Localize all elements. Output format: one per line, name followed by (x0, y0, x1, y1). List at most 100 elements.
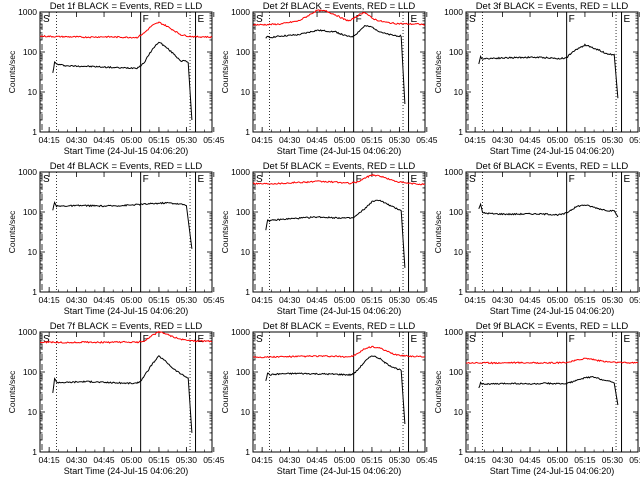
x-tick-label: 05:15 (361, 455, 383, 465)
x-tick-label: 05:15 (148, 135, 170, 145)
x-tick-label: 05:30 (389, 295, 411, 305)
chart-title: Det 7f BLACK = Events, RED = LLD (50, 321, 203, 332)
events-series-line (52, 41, 193, 121)
chart-panel-det-8: Det 8f BLACK = Events, RED = LLD 1 10 100 10… (220, 321, 438, 476)
plot-frame (465, 11, 639, 133)
x-axis-label: Start Time (24-Jul-15 04:06:20) (490, 146, 615, 156)
lld-series-line (252, 9, 426, 26)
chart-panel-det-4: Det 4f BLACK = Events, RED = LLD 1 10 100 10… (7, 161, 225, 316)
chart-panel-det-3: Det 3f BLACK = Events, RED = LLD 1 10 100 10… (433, 1, 640, 156)
x-tick-label: 04:45 (519, 455, 541, 465)
x-tick-label: 04:15 (39, 135, 61, 145)
x-tick-label: 04:15 (252, 295, 274, 305)
events-series-line (478, 43, 619, 99)
y-tick-label: 100 (449, 207, 463, 217)
y-tick-label: 1 (458, 287, 463, 297)
y-tick-label: 10 (454, 87, 464, 97)
y-tick-label: 10 (241, 247, 251, 257)
y-tick-label: 10 (454, 407, 464, 417)
x-tick-label: 05:00 (334, 295, 356, 305)
x-tick-label: 05:45 (203, 135, 225, 145)
chart-title: Det 3f BLACK = Events, RED = LLD (476, 1, 629, 12)
x-tick-label: 05:00 (547, 455, 569, 465)
x-tick-label: 04:30 (492, 295, 514, 305)
events-series-line (265, 199, 406, 268)
y-tick-label: 100 (236, 367, 250, 377)
x-axis-label: Start Time (24-Jul-15 04:06:20) (490, 466, 615, 476)
x-tick-label: 05:15 (361, 135, 383, 145)
lld-series-line (39, 330, 213, 344)
chart-title: Det 9f BLACK = Events, RED = LLD (476, 321, 629, 332)
chart-panel-det-1: Det 1f BLACK = Events, RED = LLD 1 10 100 10… (7, 1, 225, 156)
y-tick-label: 1000 (231, 327, 250, 337)
marker-e: E (198, 14, 205, 25)
x-tick-label: 04:30 (492, 135, 514, 145)
x-tick-label: 05:15 (148, 295, 170, 305)
y-tick-label: 100 (449, 47, 463, 57)
x-tick-label: 04:30 (279, 455, 301, 465)
x-axis-label: Start Time (24-Jul-15 04:06:20) (64, 306, 189, 316)
x-tick-label: 05:45 (416, 455, 438, 465)
y-tick-label: 100 (23, 47, 37, 57)
x-tick-label: 05:30 (389, 455, 411, 465)
x-tick-label: 04:15 (39, 295, 61, 305)
chart-panel-det-9: Det 9f BLACK = Events, RED = LLD 1 10 100 10… (433, 321, 640, 476)
x-tick-label: 05:30 (602, 295, 624, 305)
events-series-line (52, 355, 193, 433)
x-axis-label: Start Time (24-Jul-15 04:06:20) (64, 466, 189, 476)
marker-s: S (256, 174, 263, 185)
x-tick-label: 05:00 (121, 455, 143, 465)
marker-s: S (43, 334, 50, 345)
marker-s: S (43, 174, 50, 185)
x-tick-label: 04:45 (306, 135, 328, 145)
x-axis-label: Start Time (24-Jul-15 04:06:20) (277, 466, 402, 476)
x-tick-label: 04:15 (252, 135, 274, 145)
y-tick-label: 1000 (444, 7, 463, 17)
y-tick-label: 10 (454, 247, 464, 257)
y-tick-label: 1 (245, 287, 250, 297)
x-tick-label: 04:45 (306, 295, 328, 305)
y-tick-label: 100 (449, 367, 463, 377)
x-tick-label: 05:30 (389, 135, 411, 145)
y-tick-label: 1000 (231, 7, 250, 17)
y-tick-label: 100 (236, 47, 250, 57)
y-tick-label: 1000 (231, 167, 250, 177)
y-axis-label: Counts/sec (433, 370, 443, 413)
x-tick-label: 05:00 (334, 455, 356, 465)
plot-frame (252, 171, 426, 293)
marker-s: S (469, 14, 476, 25)
marker-e: E (624, 14, 631, 25)
x-tick-label: 05:45 (629, 295, 640, 305)
x-tick-label: 04:45 (93, 295, 115, 305)
y-tick-label: 100 (23, 207, 37, 217)
lld-series-line (39, 21, 213, 39)
marker-e: E (411, 14, 418, 25)
marker-f: F (143, 174, 149, 185)
y-tick-label: 10 (28, 247, 38, 257)
y-tick-label: 100 (23, 367, 37, 377)
x-tick-label: 05:30 (602, 135, 624, 145)
events-series-line (265, 25, 406, 105)
y-tick-label: 1 (32, 287, 37, 297)
marker-f: F (143, 334, 149, 345)
plot-frame (465, 331, 639, 453)
plot-frame (39, 331, 213, 453)
plot-frame (252, 331, 426, 453)
marker-f: F (569, 334, 575, 345)
x-tick-label: 04:45 (306, 455, 328, 465)
y-tick-label: 1000 (18, 7, 37, 17)
x-tick-label: 05:30 (176, 295, 198, 305)
x-axis-label: Start Time (24-Jul-15 04:06:20) (490, 306, 615, 316)
chart-panel-det-7: Det 7f BLACK = Events, RED = LLD 1 10 100 10… (7, 321, 225, 476)
y-axis-label: Counts/sec (220, 370, 230, 413)
marker-f: F (356, 14, 362, 25)
y-tick-label: 10 (241, 87, 251, 97)
marker-f: F (569, 174, 575, 185)
chart-title: Det 2f BLACK = Events, RED = LLD (263, 1, 416, 12)
marker-s: S (43, 14, 50, 25)
x-tick-label: 04:30 (279, 295, 301, 305)
x-tick-label: 05:45 (629, 135, 640, 145)
plot-frame (39, 11, 213, 133)
marker-e: E (411, 334, 418, 345)
